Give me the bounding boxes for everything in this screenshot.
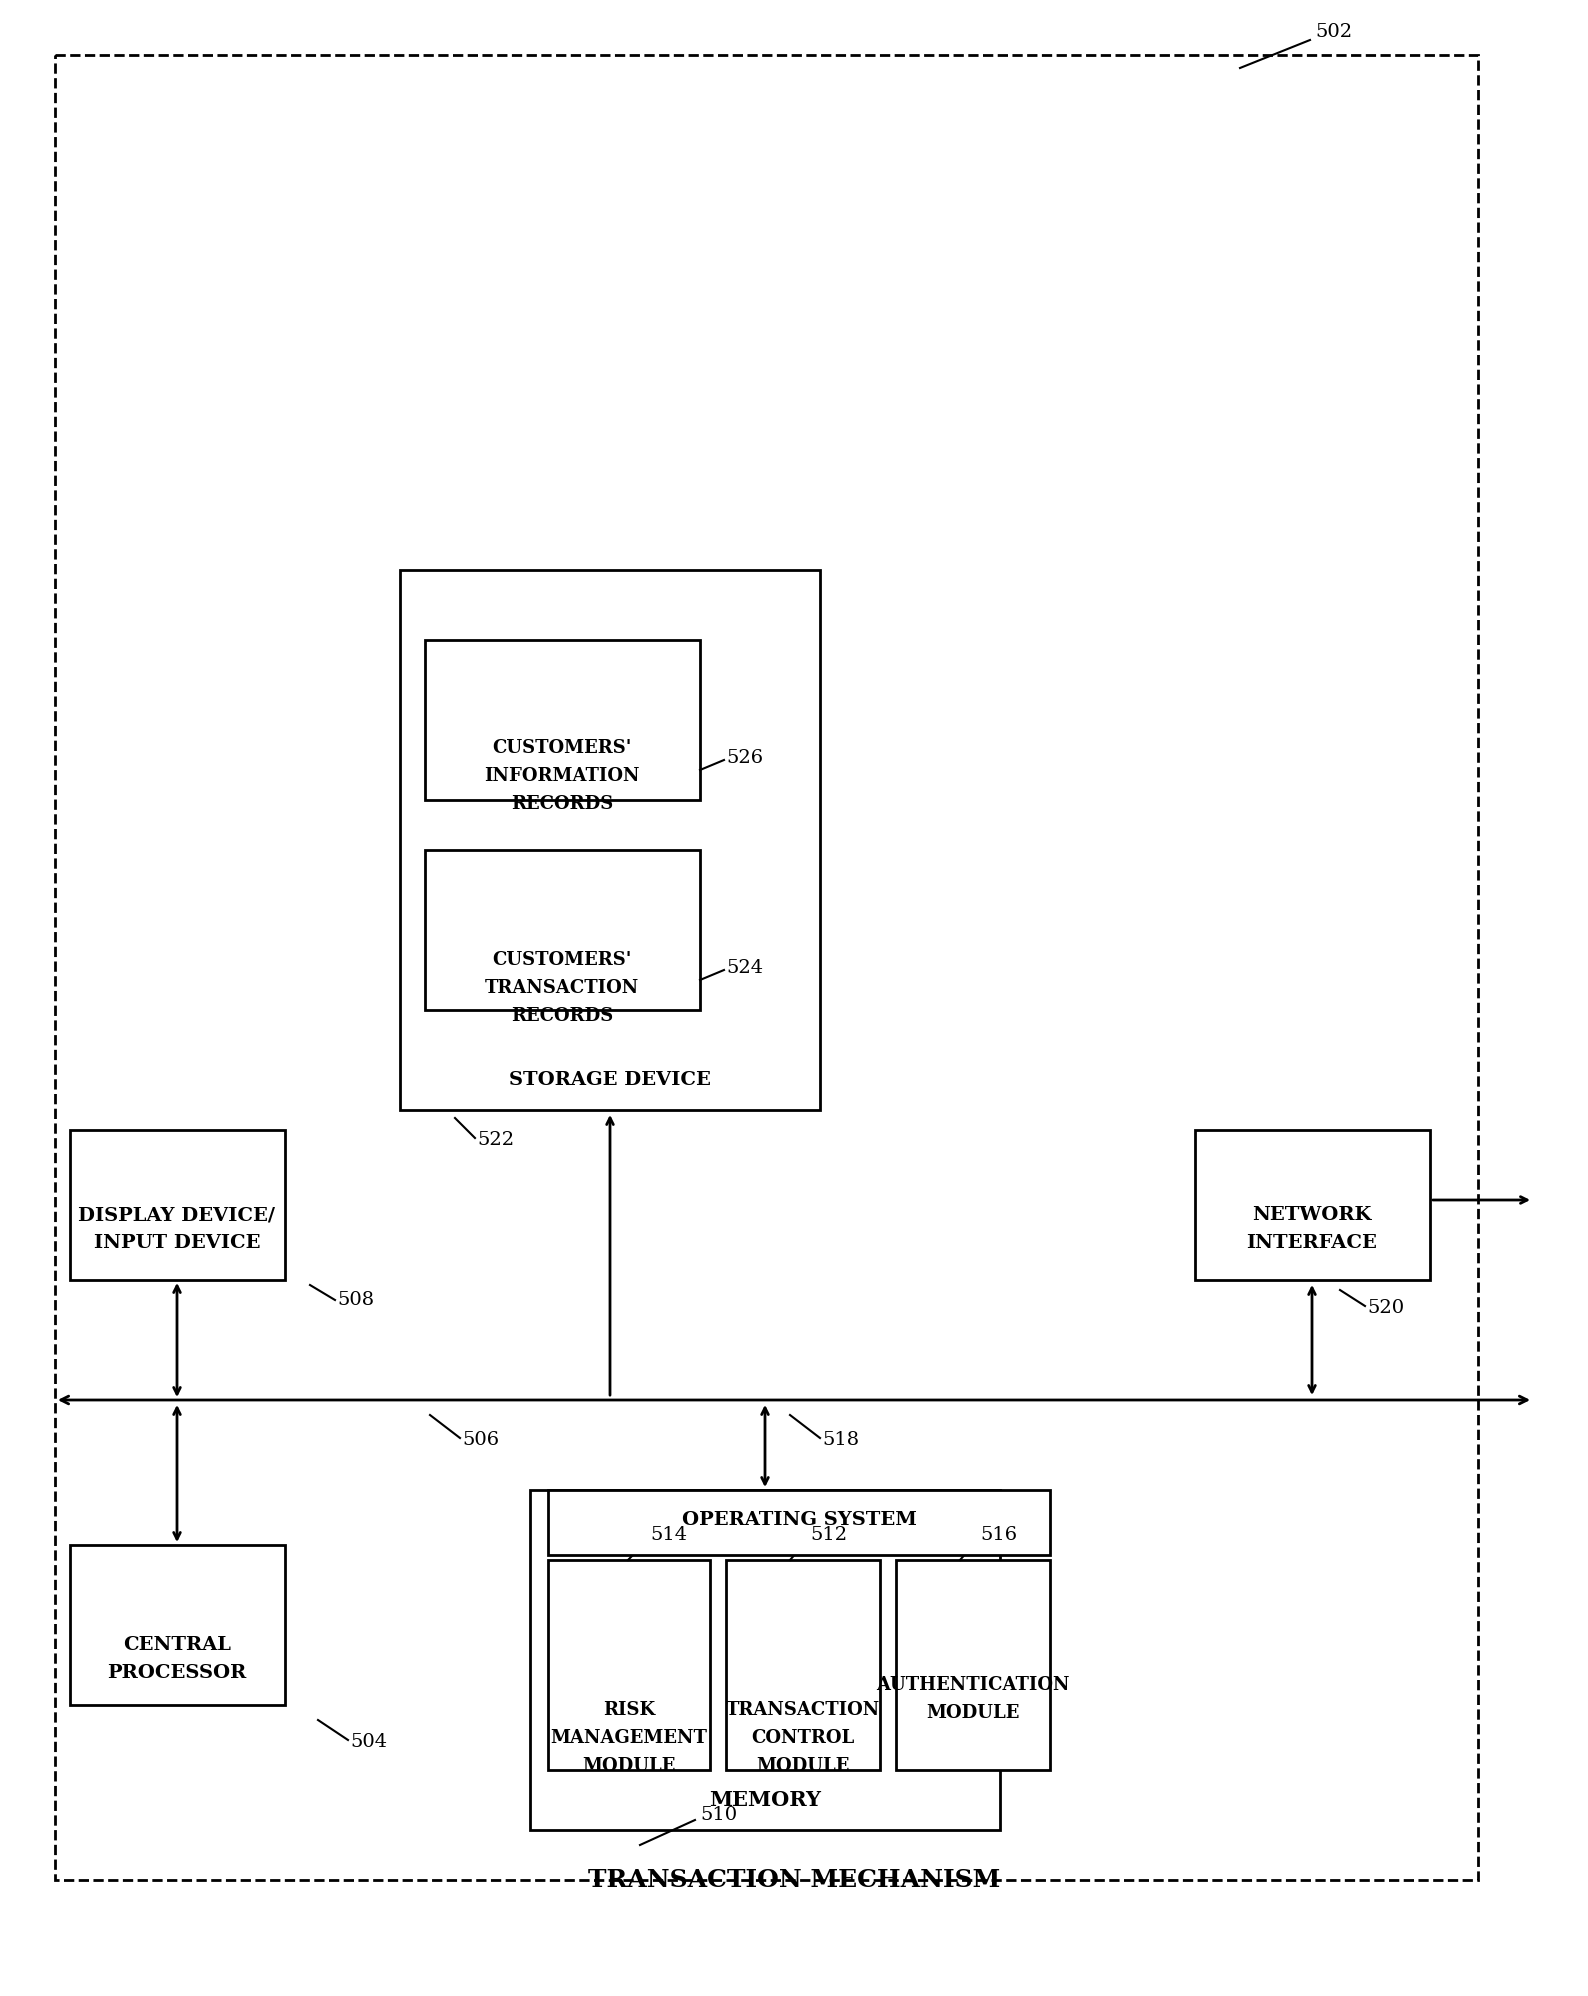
Text: INFORMATION: INFORMATION [484,766,640,784]
Text: STORAGE DEVICE: STORAGE DEVICE [510,1072,711,1090]
Bar [548,1489,1050,1555]
Text: PROCESSOR: PROCESSOR [108,1665,246,1683]
Text: MODULE: MODULE [756,1756,850,1774]
Bar [426,850,700,1010]
Text: TRANSACTION: TRANSACTION [484,978,638,996]
Text: 526: 526 [726,748,764,766]
Text: MODULE: MODULE [583,1756,675,1774]
Text: MEMORY: MEMORY [708,1790,821,1810]
Text: CENTRAL: CENTRAL [122,1637,230,1655]
Text: 508: 508 [337,1291,375,1309]
Text: 520: 520 [1367,1299,1404,1317]
Text: AUTHENTICATION: AUTHENTICATION [877,1677,1070,1695]
Text: INPUT DEVICE: INPUT DEVICE [94,1234,260,1251]
Text: TRANSACTION: TRANSACTION [726,1701,880,1719]
Bar [70,1130,284,1279]
Text: NETWORK: NETWORK [1253,1206,1372,1224]
Bar [426,641,700,800]
Bar [530,1489,1000,1830]
Text: MODULE: MODULE [926,1705,1019,1723]
Text: TRANSACTION MECHANISM: TRANSACTION MECHANISM [588,1868,1000,1892]
Bar [400,571,819,1110]
Bar [56,56,1478,1880]
Text: 524: 524 [726,958,764,976]
Text: CUSTOMERS': CUSTOMERS' [492,739,632,756]
Text: RISK: RISK [603,1701,656,1719]
Text: 512: 512 [810,1527,846,1545]
Text: 510: 510 [700,1806,737,1824]
Text: 514: 514 [649,1527,688,1545]
Bar [1196,1130,1431,1279]
Text: 516: 516 [980,1527,1018,1545]
Bar [896,1561,1050,1770]
Bar [726,1561,880,1770]
Bar [548,1561,710,1770]
Text: INTERFACE: INTERFACE [1247,1234,1377,1251]
Text: 504: 504 [349,1733,387,1750]
Text: 522: 522 [476,1132,515,1150]
Text: CONTROL: CONTROL [751,1729,854,1746]
Text: RECORDS: RECORDS [511,1008,613,1026]
Text: CUSTOMERS': CUSTOMERS' [492,950,632,968]
Text: DISPLAY DEVICE/: DISPLAY DEVICE/ [78,1206,275,1224]
Text: MANAGEMENT: MANAGEMENT [551,1729,707,1746]
Text: 502: 502 [1315,24,1351,42]
Bar [70,1545,284,1705]
Text: 518: 518 [823,1431,859,1449]
Text: 506: 506 [462,1431,499,1449]
Text: RECORDS: RECORDS [511,794,613,812]
Text: OPERATING SYSTEM: OPERATING SYSTEM [681,1511,916,1529]
